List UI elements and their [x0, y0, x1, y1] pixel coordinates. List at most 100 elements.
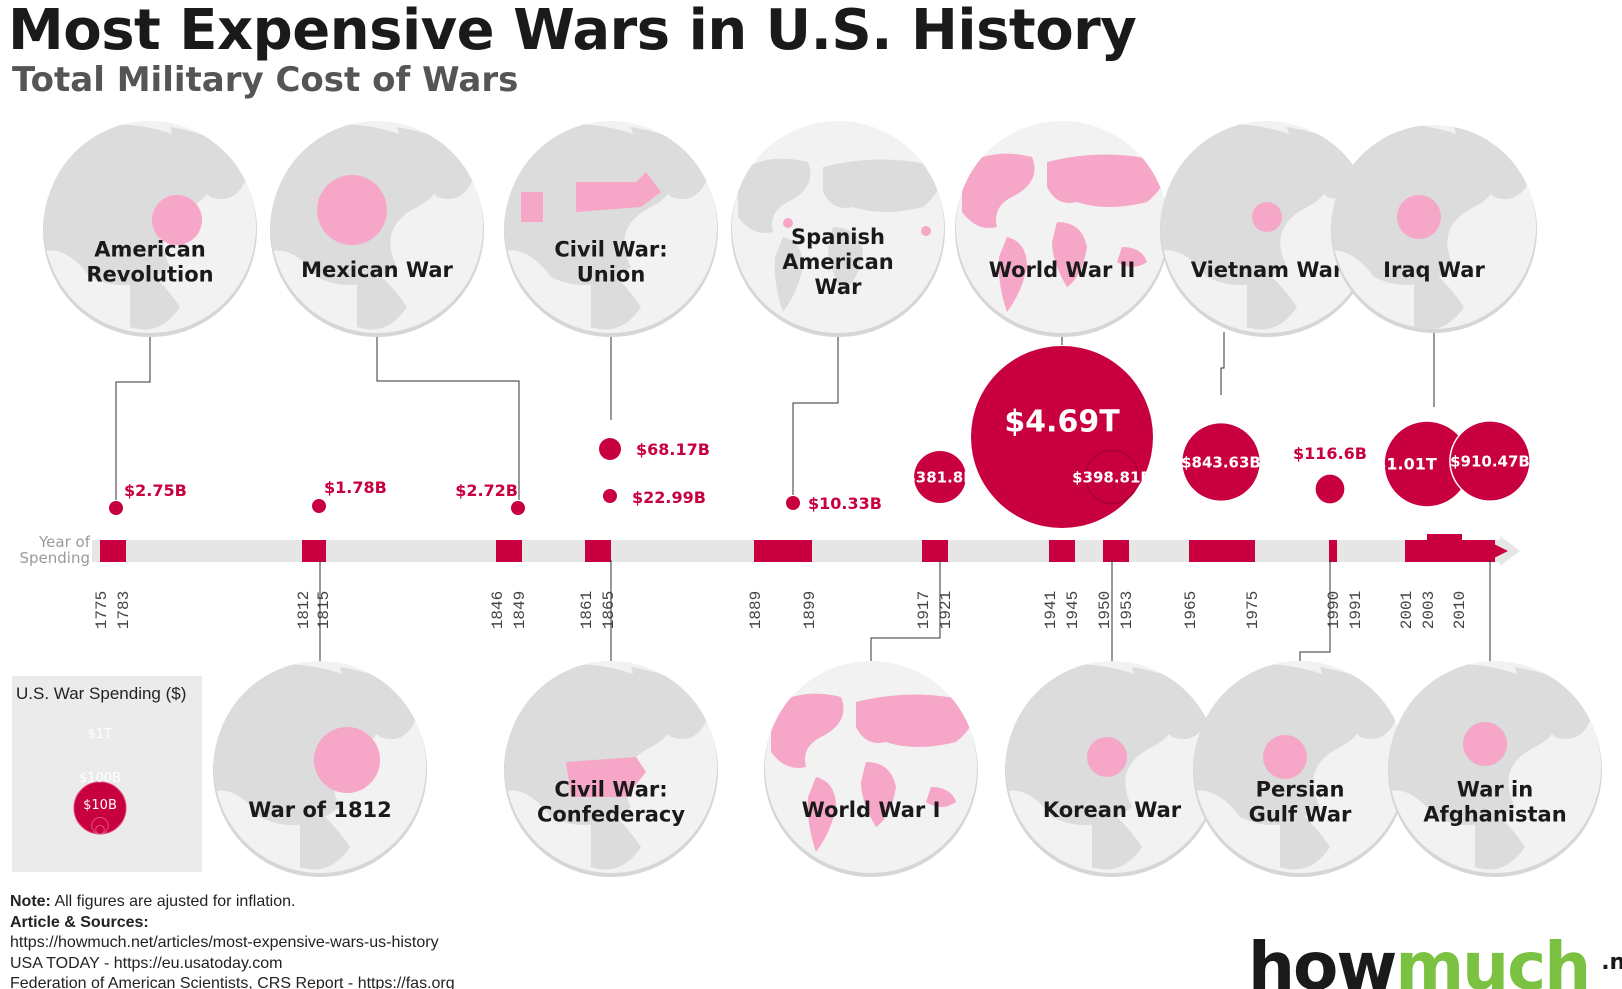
war-period-bar	[100, 540, 126, 562]
cost-bubble	[786, 496, 800, 510]
map-card: Civil War:Confederacy	[504, 661, 718, 877]
map-illustration	[771, 693, 974, 852]
cost-bubble	[109, 501, 123, 515]
highlight-region	[1087, 737, 1127, 777]
year-tick-label: 2003	[1420, 591, 1438, 629]
connector-line	[1220, 332, 1225, 395]
cost-bubble	[1384, 421, 1470, 507]
war-name-label: War in	[1457, 778, 1533, 802]
map-card: Vietnam War	[1160, 121, 1374, 337]
war-name-label: World War I	[802, 798, 941, 822]
map-card: Korean War	[1005, 661, 1219, 877]
footer: Note: All figures are ajusted for inflat…	[10, 892, 455, 989]
continent-shape	[823, 159, 941, 212]
map-illustration	[44, 124, 250, 330]
highlight-region	[783, 218, 793, 228]
cost-label: $2.72B	[455, 481, 518, 500]
year-tick-label: 1991	[1347, 591, 1365, 629]
map-illustration	[738, 158, 941, 312]
cost-label: $381.8B	[905, 468, 974, 486]
connector-line	[870, 560, 941, 664]
footer-note: Note: All figures are ajusted for inflat…	[10, 892, 455, 913]
continent-shape	[738, 158, 811, 233]
connector-line	[792, 332, 839, 495]
war-name-label: War	[815, 275, 863, 299]
year-tick-label: 1889	[747, 591, 765, 629]
cost-bubble	[599, 438, 621, 460]
continent-shape	[771, 693, 844, 768]
legend-panel	[12, 676, 202, 872]
war-name-label: American	[94, 238, 206, 262]
legend-title: U.S. War Spending ($)	[16, 684, 187, 703]
war-name-label: War of 1812	[248, 798, 392, 822]
cost-bubble	[1182, 423, 1260, 501]
continent-shape	[631, 127, 711, 199]
map-illustration	[505, 664, 711, 870]
continent-shape	[591, 257, 641, 330]
sources-label: Article & Sources:	[10, 913, 149, 931]
continent-shape	[505, 664, 674, 825]
map-illustration	[271, 124, 477, 330]
highlight-region	[152, 195, 202, 245]
war-name-label: Union	[577, 263, 646, 287]
year-tick-label: 1945	[1064, 591, 1082, 629]
axis-label: Spending	[20, 549, 91, 567]
continent-shape	[44, 124, 213, 285]
cost-label: $843.63B	[1181, 453, 1261, 471]
cost-bubble	[1449, 420, 1531, 502]
war-name-label: Revolution	[86, 263, 213, 287]
year-tick-label: 1921	[937, 591, 955, 629]
legend-label: $10B	[83, 798, 117, 813]
source-line: USA TODAY - https://eu.usatoday.com	[10, 954, 283, 972]
connector-line	[376, 332, 520, 500]
continent-shape	[340, 667, 420, 739]
legend-label: $100B	[79, 771, 121, 786]
continent-shape	[962, 153, 1035, 228]
year-tick-label: 1783	[115, 591, 133, 629]
war-name-label: Korean War	[1043, 798, 1182, 822]
year-tick-label: 1849	[511, 591, 529, 629]
cost-label: $2.75B	[124, 481, 187, 500]
year-tick-label: 1899	[801, 591, 819, 629]
cost-label: $22.99B	[632, 488, 706, 507]
continent-shape	[998, 237, 1027, 312]
continent-shape	[1117, 247, 1147, 267]
page-title: Most Expensive Wars in U.S. History	[8, 0, 1137, 63]
highlight-region	[921, 226, 931, 236]
howmuch-logo: howmuch.net	[1248, 928, 1622, 989]
war-name-label: Iraq War	[1383, 258, 1485, 282]
highlight-region	[1252, 202, 1282, 232]
note-text: All figures are ajusted for inflation.	[50, 893, 296, 910]
map-card: World War II	[955, 121, 1169, 337]
cost-bubble	[1084, 449, 1140, 505]
cost-bubble	[312, 499, 326, 513]
year-tick-label: 1941	[1042, 591, 1060, 629]
cost-label: $910.47B	[1450, 452, 1530, 470]
continent-shape	[1092, 797, 1142, 870]
war-period-bar	[1329, 540, 1337, 562]
year-tick-label: 1812	[295, 591, 313, 629]
map-card: Iraq War	[1331, 125, 1537, 333]
continent-shape	[1161, 124, 1330, 285]
cost-bubble	[603, 489, 617, 503]
continent-shape	[1280, 797, 1330, 870]
cost-label: $1.01T	[1375, 455, 1437, 474]
cost-label: $10.33B	[808, 494, 882, 513]
cost-label: $398.81B	[1072, 468, 1152, 486]
cost-bubble	[1315, 474, 1345, 504]
note-label: Note:	[10, 893, 51, 910]
connector-line	[1299, 560, 1331, 662]
war-name-label: Spanish	[791, 225, 885, 249]
highlight-region	[1397, 195, 1441, 239]
cost-label: $68.17B	[636, 440, 710, 459]
war-period-bar	[1049, 540, 1075, 562]
map-card: World War I	[764, 661, 978, 877]
war-period-bar	[754, 540, 812, 562]
year-tick-label: 1975	[1244, 591, 1262, 629]
continent-shape	[631, 667, 711, 739]
continent-shape	[130, 257, 180, 330]
continent-shape	[774, 237, 803, 312]
